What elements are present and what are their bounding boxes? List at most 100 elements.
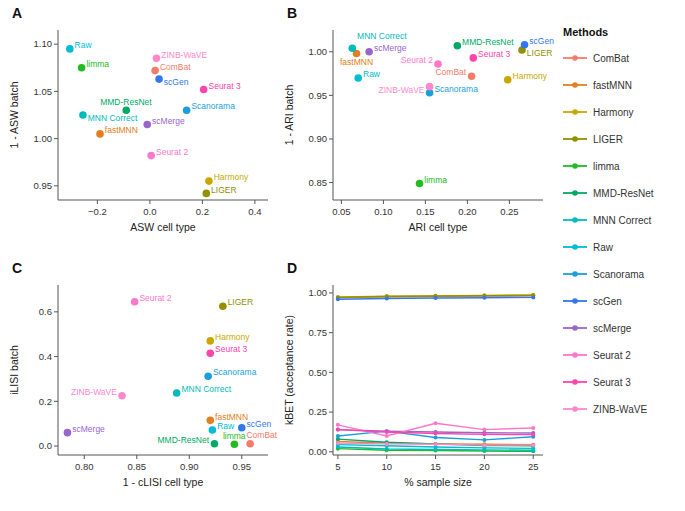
marks: [66, 45, 213, 197]
panel: 0.800.850.900.950.00.20.40.61 - cLISI ce…: [8, 260, 278, 488]
x-tick: [84, 455, 85, 459]
series-marker: [482, 432, 486, 436]
point: [219, 302, 227, 310]
point-label: LIGER: [527, 48, 553, 58]
x-tick-label: 0.20: [458, 206, 477, 217]
y-tick-label: 0.50: [309, 367, 328, 378]
point-label: limma: [86, 59, 109, 69]
x-tick-label: 0.25: [500, 206, 519, 217]
x-tick-label: 25: [528, 461, 539, 472]
x-tick: [337, 455, 338, 459]
point-labels: ComBatfastMNNHarmonyLIGERlimmaMMD-ResNet…: [71, 293, 278, 445]
point: [143, 121, 151, 129]
panel: −0.20.00.20.40.951.001.051.10ASW cell ty…: [8, 5, 268, 233]
point-label: Seurat 3: [215, 344, 247, 354]
series-marker: [531, 443, 535, 447]
series-marker: [336, 434, 340, 438]
legend-marker: [572, 352, 578, 358]
panel-title: B: [287, 5, 297, 21]
point-label: MMD-ResNet: [100, 97, 152, 107]
legend-marker: [572, 379, 578, 385]
series-marker: [482, 442, 486, 446]
point-label: fastMNN: [105, 125, 138, 135]
series-marker: [336, 441, 340, 445]
y-tick: [54, 185, 58, 186]
legend-marker: [572, 82, 578, 88]
point-label: ZINB-WaVE: [161, 50, 207, 60]
y-tick-label: 0.85: [309, 177, 328, 188]
y-axis-line: [58, 30, 59, 200]
point-label: MMD-ResNet: [462, 37, 514, 47]
series-marker: [434, 421, 438, 425]
point-label: limma: [424, 175, 447, 185]
point-label: scMerge: [72, 424, 105, 434]
x-tick: [149, 200, 150, 204]
legend-marker: [572, 163, 578, 169]
series-marker: [482, 438, 486, 442]
point-label: Seurat 3: [478, 49, 510, 59]
series-marker: [434, 442, 438, 446]
series-marker: [434, 442, 438, 446]
series-marker: [482, 443, 486, 447]
y-tick: [329, 451, 333, 452]
x-tick: [509, 200, 510, 204]
x-tick-label: 0.05: [332, 206, 351, 217]
point-label: ComBat: [435, 67, 466, 77]
point-label: scGen: [164, 77, 189, 87]
x-tick: [386, 455, 387, 459]
point-label: Seurat 3: [208, 81, 240, 91]
series-marker: [482, 428, 486, 432]
y-tick-label: 0.6: [39, 306, 52, 317]
x-tick-label: 0.15: [416, 206, 435, 217]
point: [147, 152, 155, 160]
x-tick: [484, 455, 485, 459]
point: [209, 426, 217, 434]
x-tick-label: 0.80: [75, 461, 94, 472]
y-tick: [54, 446, 58, 447]
marks: [349, 41, 529, 187]
x-tick: [97, 200, 98, 204]
y-tick: [329, 95, 333, 96]
y-tick: [329, 51, 333, 52]
point-label: ComBat: [246, 430, 277, 440]
point-label: Raw: [217, 421, 235, 431]
point-label: Raw: [363, 69, 381, 79]
panel: 0.050.100.150.200.250.850.900.951.00ARI …: [283, 5, 554, 233]
point-label: fastMNN: [215, 412, 248, 422]
x-tick-label: 10: [381, 461, 392, 472]
point-label: fastMNN: [340, 57, 373, 67]
point-labels: ComBatfastMNNHarmonyLIGERlimmaMMD-ResNet…: [75, 40, 249, 195]
point-label: Seurat 2: [156, 147, 188, 157]
series-marker: [336, 428, 340, 432]
point: [504, 76, 512, 84]
point: [203, 190, 211, 198]
point: [151, 67, 159, 75]
point-label: LIGER: [228, 297, 254, 307]
y-tick: [54, 356, 58, 357]
y-tick-label: 0.2: [39, 396, 52, 407]
legend-marker: [572, 109, 578, 115]
point: [64, 429, 72, 437]
point: [200, 86, 208, 94]
series-marker: [482, 296, 486, 300]
legend-label: scMerge: [593, 323, 632, 334]
point-label: MNN Correct: [181, 384, 231, 394]
point: [118, 392, 126, 400]
panel-title: D: [287, 260, 297, 276]
y-axis-line: [333, 30, 334, 200]
x-tick-label: 0.95: [233, 461, 252, 472]
point: [231, 440, 239, 448]
point: [66, 45, 74, 53]
y-tick: [329, 138, 333, 139]
point: [416, 180, 424, 188]
y-tick-label: 1.05: [34, 86, 53, 97]
legend-label: Raw: [593, 242, 614, 253]
point-label: Seurat 2: [401, 55, 433, 65]
y-tick: [54, 138, 58, 139]
legend-label: Harmony: [593, 107, 634, 118]
x-axis-label: 1 - cLISI cell type: [123, 476, 204, 488]
point: [426, 83, 434, 91]
point: [131, 298, 139, 306]
point-label: Harmony: [214, 172, 249, 182]
series-marker: [336, 428, 340, 432]
